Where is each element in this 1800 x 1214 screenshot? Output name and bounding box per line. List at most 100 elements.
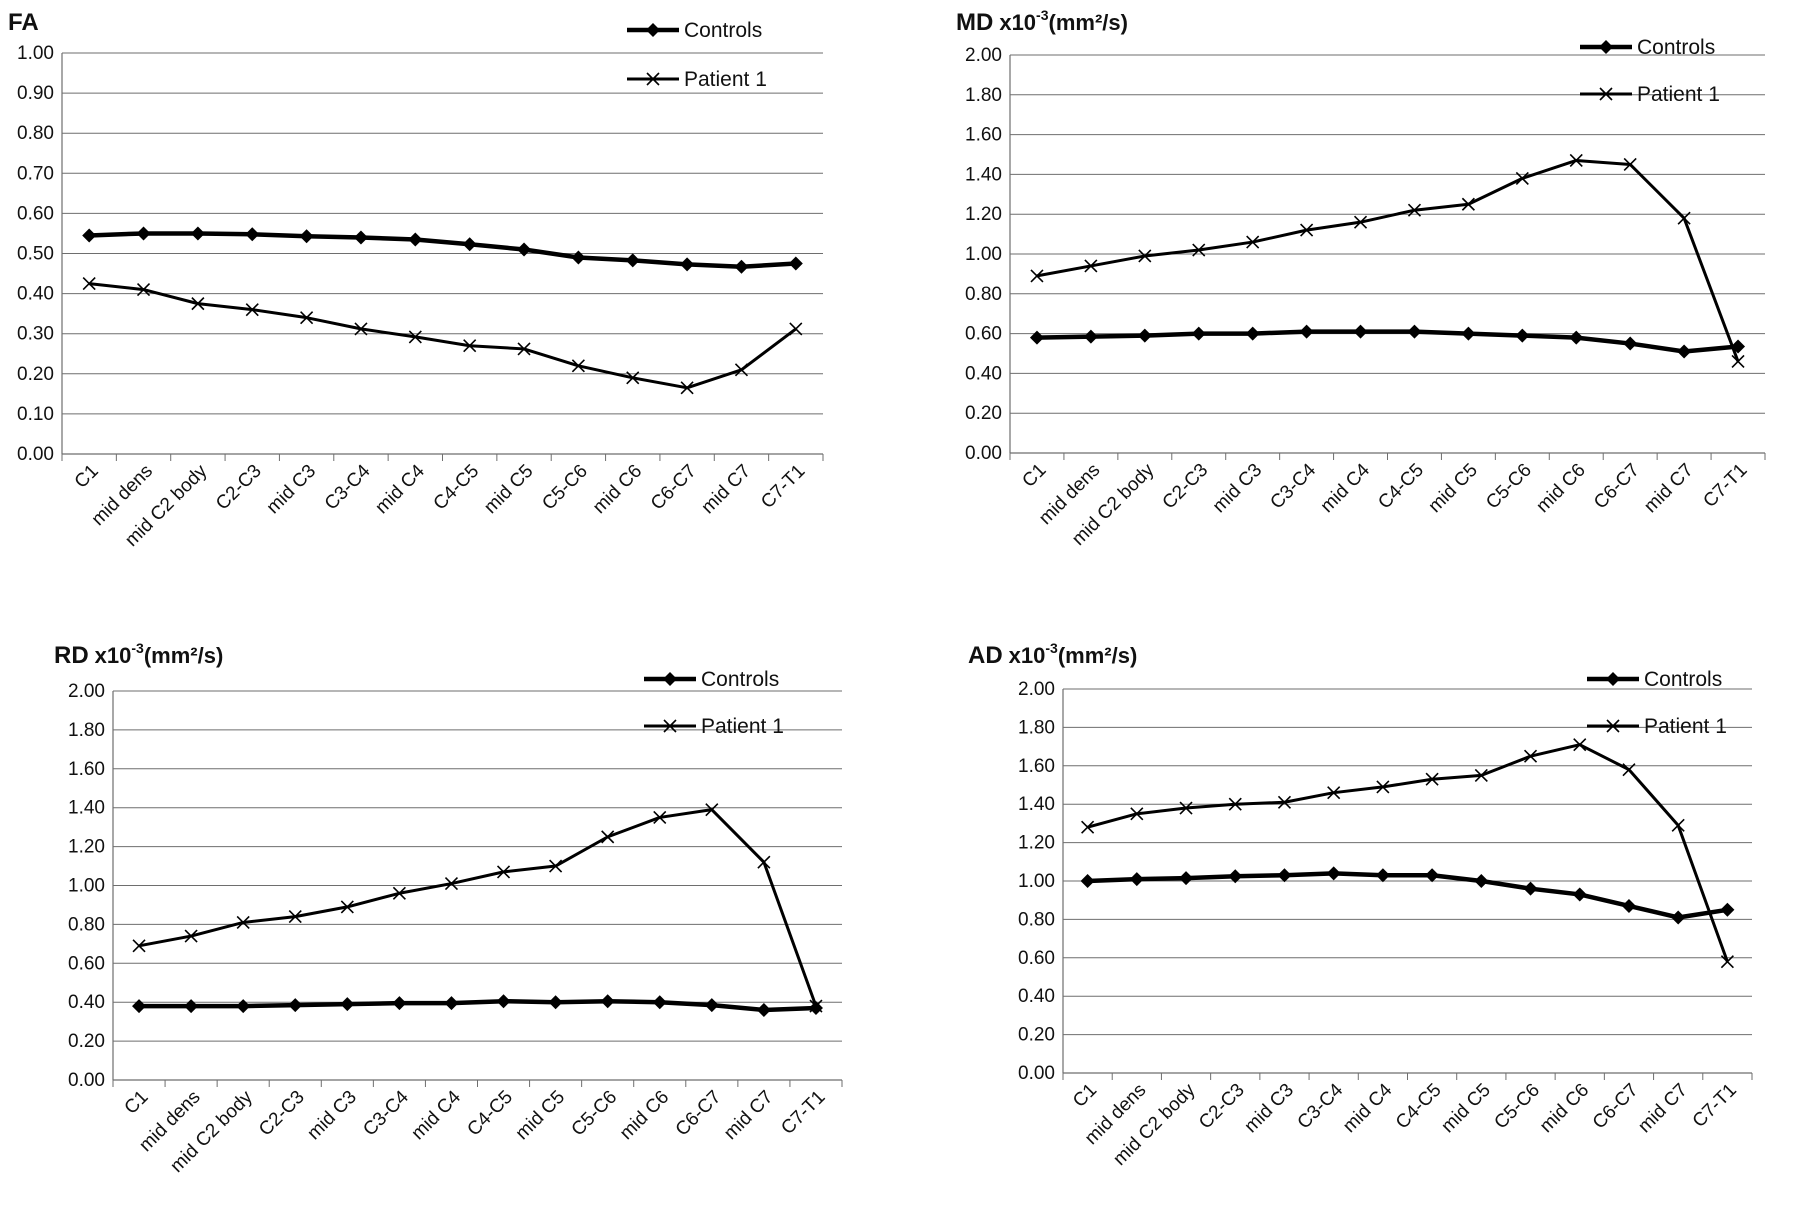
legend-label: Patient 1: [1637, 83, 1720, 106]
x-tick-label: mid C7: [1640, 460, 1697, 517]
legend-marker-diamond: [1606, 672, 1620, 686]
y-tick-label: 1.20: [965, 204, 1002, 225]
data-point-controls: [82, 228, 97, 243]
data-point-patient-1: [1130, 807, 1144, 821]
legend-marker-diamond: [646, 23, 660, 37]
data-point-controls: [1029, 330, 1044, 345]
x-tick-label: mid C5: [1425, 460, 1482, 517]
data-point-patient-1: [463, 339, 477, 353]
data-point-patient-1: [1228, 797, 1242, 811]
series-line-controls: [1036, 329, 1739, 354]
x-tick-label: mid C4: [1339, 1079, 1397, 1137]
data-point-controls: [1515, 328, 1530, 343]
data-point-controls: [756, 1002, 771, 1017]
data-point-patient-1: [1081, 820, 1095, 834]
x-tick-label: mid C7: [1634, 1080, 1691, 1137]
legend-item: Patient 1: [644, 715, 784, 738]
data-point-patient-1: [1523, 749, 1538, 763]
data-point-controls: [288, 998, 303, 1013]
x-tick-label: C6-C7: [672, 1087, 726, 1141]
data-point-patient-1: [236, 915, 250, 930]
legend-label: Controls: [1644, 668, 1722, 691]
data-point-patient-1: [136, 283, 151, 297]
x-tick-label: mid C5: [480, 461, 537, 518]
legend-marker-x: [1599, 87, 1613, 101]
legend-marker-diamond: [663, 672, 677, 686]
data-point-controls: [1425, 868, 1440, 883]
x-tick-label: mid C7: [720, 1087, 777, 1144]
data-point-controls: [408, 232, 423, 247]
data-point-patient-1: [392, 886, 406, 900]
x-tick-label: C3-C4: [321, 460, 375, 514]
series-line-patient-1: [89, 282, 797, 390]
x-tick-label: C6-C7: [647, 461, 701, 515]
y-tick-label: 0.00: [965, 443, 1002, 464]
data-point-patient-1: [1179, 801, 1193, 815]
data-point-patient-1: [680, 381, 694, 395]
data-point-patient-1: [1327, 786, 1341, 800]
data-point-controls: [1623, 336, 1638, 351]
data-point-controls: [496, 994, 511, 1009]
data-point-patient-1: [757, 855, 771, 869]
legend-item: Patient 1: [627, 68, 767, 91]
x-tick-label: C3-C4: [1294, 1079, 1348, 1133]
y-tick-label: 0.60: [68, 953, 105, 974]
x-tick-label: mid C6: [1536, 1080, 1593, 1137]
x-tick-label: C2-C3: [1195, 1080, 1249, 1134]
data-point-patient-1: [1677, 211, 1691, 225]
y-tick-label: 2.00: [68, 681, 105, 702]
series-line-patient-1: [1036, 158, 1740, 362]
x-tick-label: mid C7: [698, 461, 755, 518]
data-point-patient-1: [1573, 738, 1587, 752]
y-tick-label: 1.20: [1018, 833, 1055, 854]
data-point-controls: [1474, 874, 1489, 888]
y-tick-label: 0.10: [17, 404, 54, 425]
data-point-patient-1: [549, 859, 563, 873]
data-point-controls: [462, 237, 477, 252]
data-point-patient-1: [1731, 354, 1745, 369]
legend-label: Patient 1: [701, 715, 784, 738]
data-point-patient-1: [82, 277, 96, 291]
data-point-patient-1: [1622, 763, 1636, 777]
data-point-controls: [245, 227, 260, 242]
data-point-controls: [184, 999, 199, 1014]
data-point-patient-1: [571, 359, 585, 373]
y-tick-label: 1.40: [965, 164, 1002, 185]
data-point-controls: [1179, 871, 1194, 886]
data-point-controls: [517, 242, 532, 257]
legend-item: Controls: [644, 668, 779, 691]
data-point-controls: [353, 230, 368, 245]
data-point-controls: [1137, 328, 1152, 343]
series-line-controls: [139, 998, 817, 1013]
data-point-patient-1: [1515, 171, 1529, 185]
x-tick-label: C4-C5: [463, 1087, 517, 1141]
chart-panel-md: MD x10-3(mm²/s) 0.00 0.20 0.40 0.60 0.80 1.00 1.…: [956, 7, 1766, 550]
y-tick-label: 1.80: [965, 85, 1002, 106]
y-tick-label: 0.60: [1018, 948, 1055, 969]
data-point-patient-1: [1407, 203, 1422, 217]
data-point-patient-1: [1474, 768, 1488, 782]
y-tick-label: 0.90: [17, 83, 54, 104]
legend-item: Controls: [1580, 36, 1715, 59]
x-tick-label: C6-C7: [1590, 460, 1644, 514]
y-tick-label: 1.00: [965, 244, 1002, 265]
x-tick-label: mid C5: [1437, 1080, 1494, 1137]
data-point-patient-1: [496, 865, 511, 879]
x-tick-label: C2-C3: [212, 461, 266, 515]
chart-panel-rd: RD x10-3(mm²/s) 0.00 0.20 0.40 0.60 0.80 1.00 1.…: [54, 640, 843, 1177]
data-point-controls: [808, 1001, 823, 1016]
y-tick-label: 0.00: [1018, 1063, 1055, 1084]
data-point-controls: [1569, 330, 1584, 345]
y-tick-label: 0.40: [1018, 986, 1055, 1007]
y-tick-label: 1.00: [17, 43, 54, 64]
data-point-controls: [1299, 324, 1314, 339]
data-point-controls: [1461, 326, 1476, 341]
y-tick-label: 1.40: [1018, 794, 1055, 815]
y-tick-label: 1.60: [68, 759, 105, 780]
x-tick-label: mid C3: [263, 461, 320, 518]
data-point-controls: [571, 250, 586, 265]
y-tick-label: 1.80: [68, 720, 105, 741]
x-tick-label: mid C6: [1532, 460, 1589, 517]
series-line-controls: [1087, 871, 1728, 920]
